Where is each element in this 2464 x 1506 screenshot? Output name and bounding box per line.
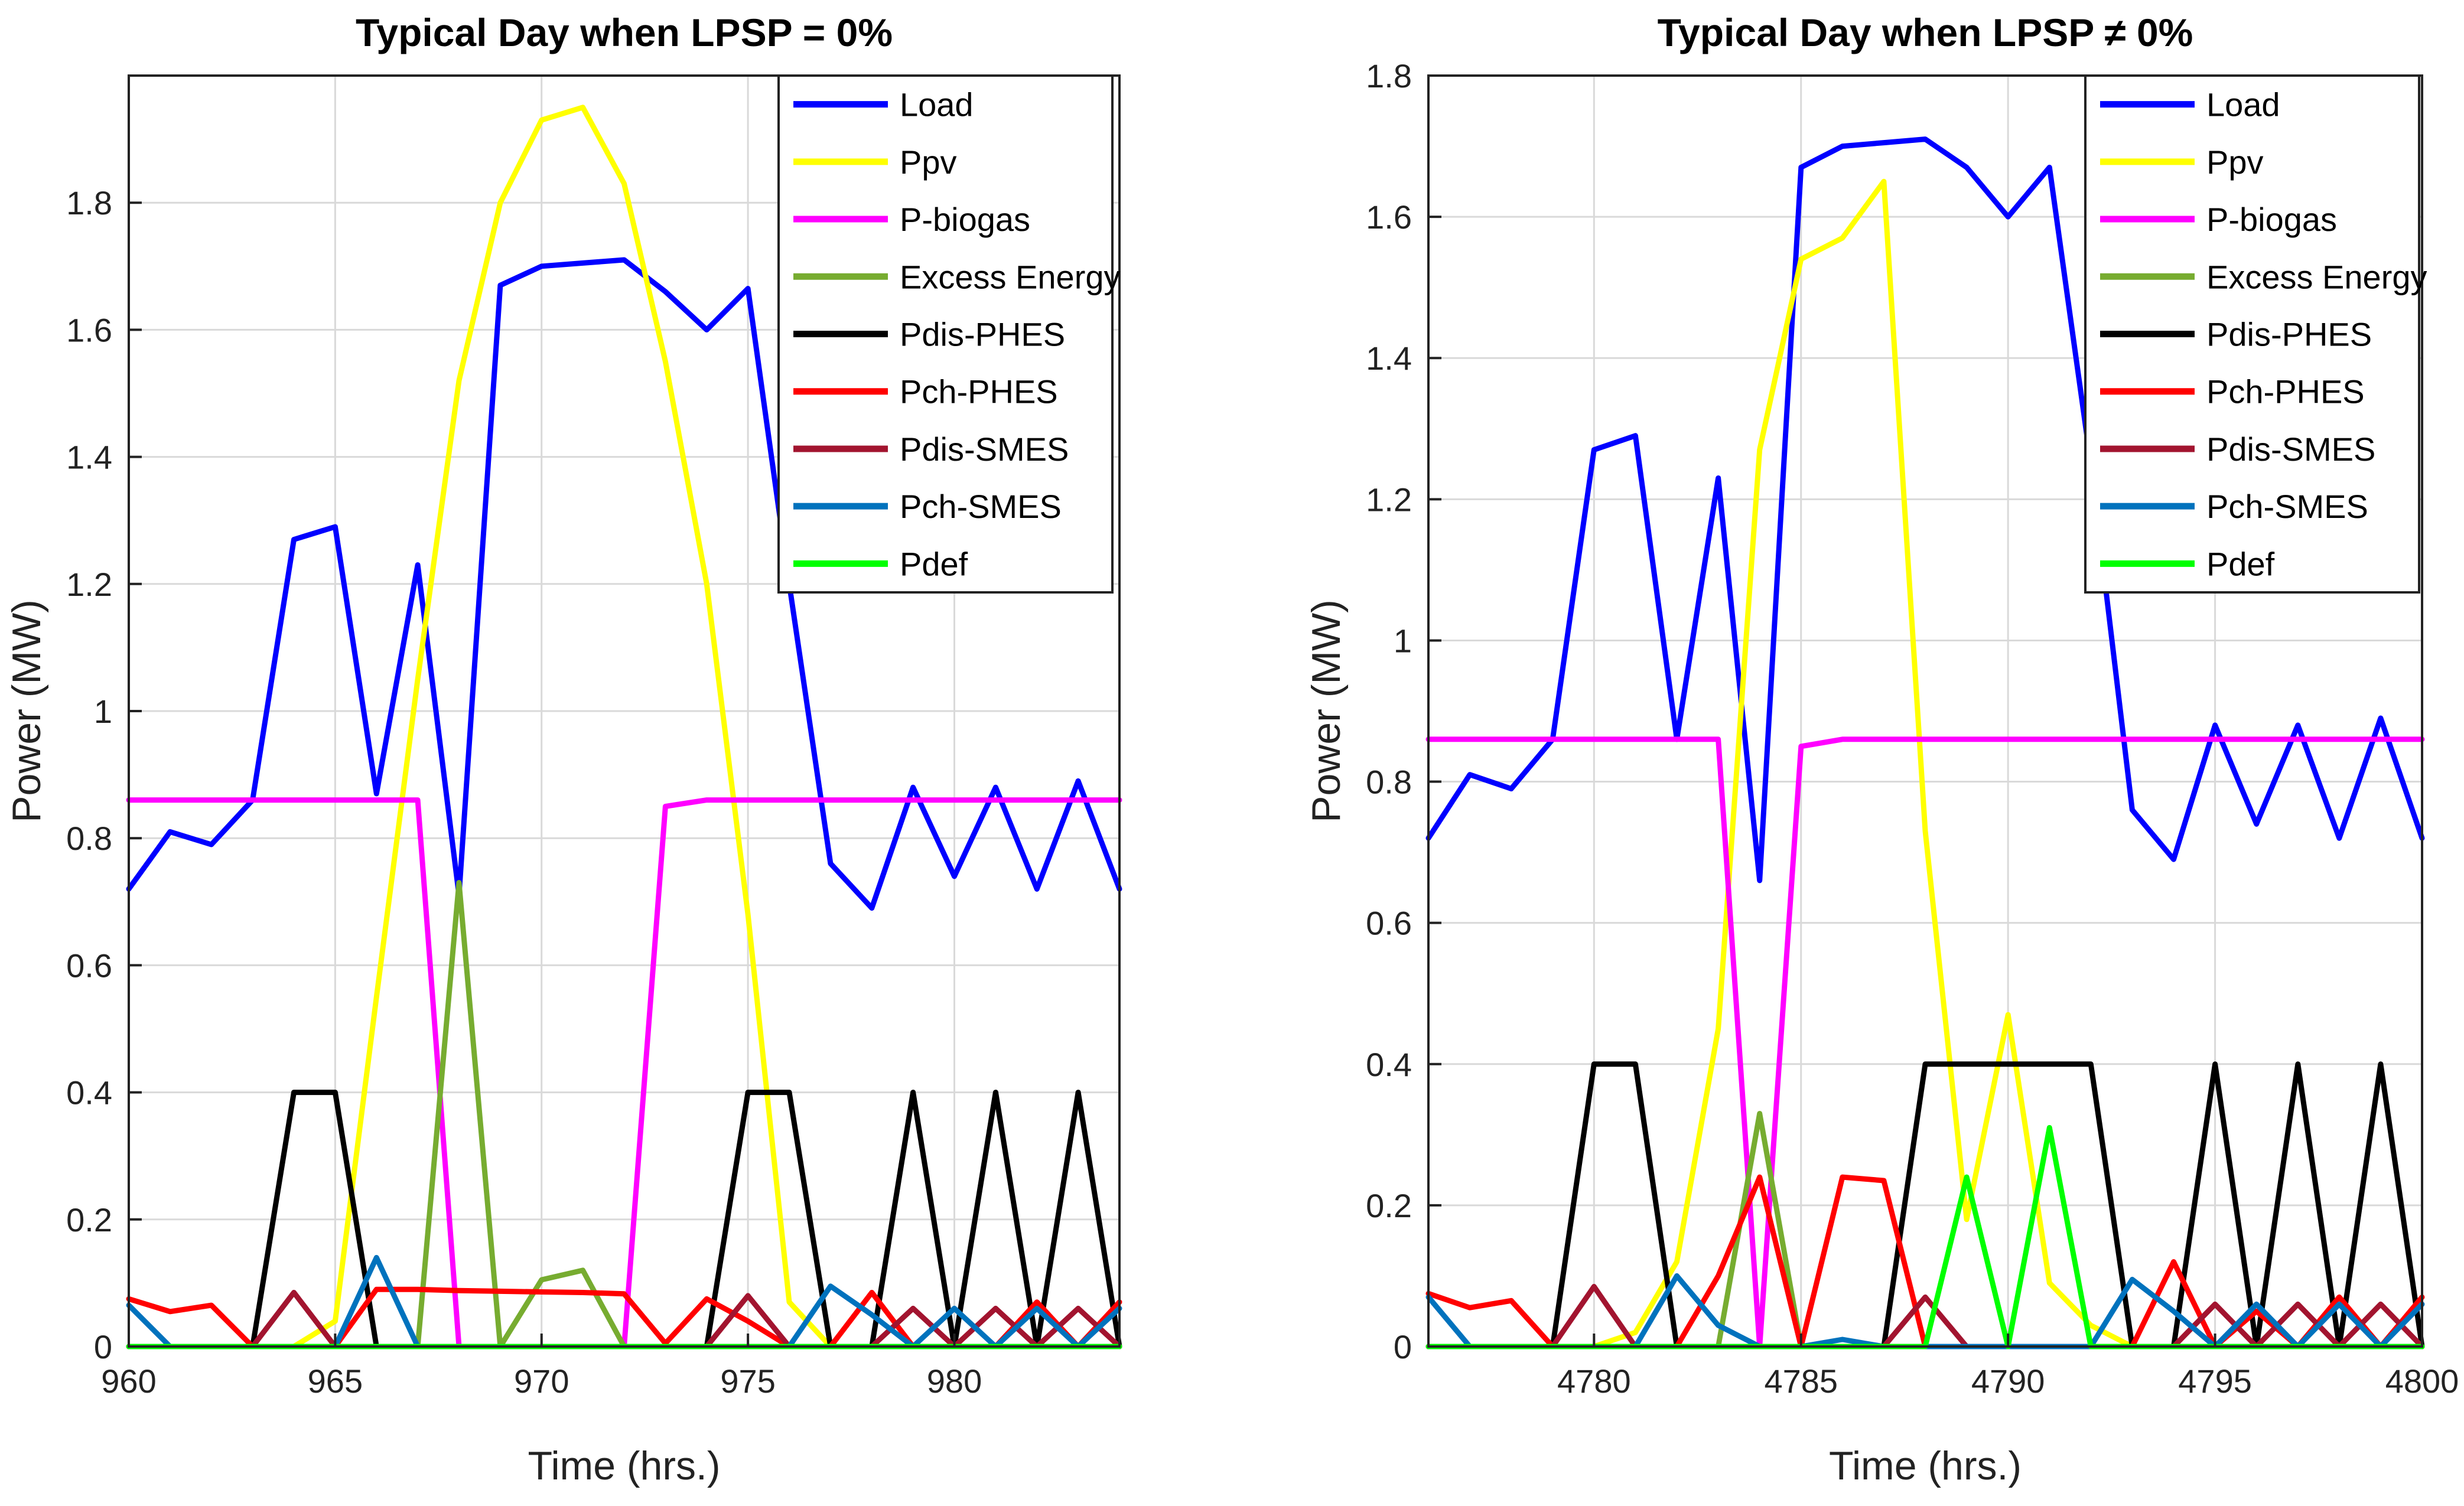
y-tick-label: 1.2 — [66, 566, 112, 603]
x-tick-label: 4795 — [2178, 1362, 2252, 1400]
chart-title: Typical Day when LPSP ≠ 0% — [1658, 11, 2193, 54]
series-line-p-biogas — [1425, 736, 2425, 1349]
axes-frame — [1427, 74, 2423, 1348]
y-tick-label: 1.8 — [66, 184, 112, 221]
legend-label: Pdef — [2206, 545, 2275, 582]
y-tick-label: 0.4 — [66, 1074, 112, 1111]
legend-label: Pch-SMES — [900, 488, 1062, 525]
x-tick-label: 970 — [514, 1362, 569, 1400]
legend-label: Load — [2206, 86, 2280, 123]
legend-label: Pdis-PHES — [2206, 316, 2372, 353]
y-tick-label: 0.4 — [1366, 1046, 1412, 1083]
y-axis-label: Power (MW) — [1304, 599, 1349, 823]
y-tick-label: 1.2 — [1366, 481, 1412, 518]
y-tick-label: 0.6 — [66, 947, 112, 984]
y-tick-label: 1.4 — [1366, 340, 1412, 377]
x-tick-label: 965 — [308, 1362, 363, 1400]
legend: Load Ppv P-biogas Excess Energy Pdis-PHES Pch… — [777, 74, 1121, 594]
y-tick-label: 0.8 — [66, 820, 112, 857]
y-tick-label: 0.2 — [1366, 1187, 1412, 1224]
x-tick-label: 975 — [720, 1362, 775, 1400]
legend-label: P-biogas — [900, 201, 1030, 238]
legend-label: Pch-PHES — [900, 373, 1058, 410]
y-tick-label: 0 — [1394, 1328, 1412, 1365]
legend-label: Excess Energy — [900, 258, 1121, 295]
y-tick-label: 1.8 — [1366, 57, 1412, 94]
x-tick-label: 4800 — [2385, 1362, 2459, 1400]
x-tick-label: 4790 — [1971, 1362, 2045, 1400]
legend: Load Ppv P-biogas Excess Energy Pdis-PHES Pch… — [2084, 74, 2427, 594]
y-tick-label: 1.4 — [66, 439, 112, 476]
legend-label: Load — [900, 86, 974, 123]
chart-title: Typical Day when LPSP = 0% — [356, 11, 893, 54]
legend-label: Pdis-PHES — [900, 316, 1065, 353]
chart-1: 960 965 970 975 980 0 0.2 0.4 0.6 0.8 1 1.2 1.4 1.6 1.… — [4, 11, 1122, 1488]
series-line-load — [126, 257, 1122, 911]
y-tick-label: 1 — [1394, 622, 1412, 659]
y-tick-label: 0.2 — [66, 1201, 112, 1238]
chart-2: 4780 4785 4790 4795 4800 0 0.2 0.4 0.6 0.8 1 1.2 1.4… — [1304, 11, 2459, 1488]
y-tick-label: 1.6 — [1366, 198, 1412, 236]
y-tick-label: 1.6 — [66, 311, 112, 348]
x-axis-label: Time (hrs.) — [528, 1443, 720, 1488]
legend-label: Excess Energy — [2206, 258, 2427, 295]
x-tick-label: 4785 — [1764, 1362, 1838, 1400]
legend-label: Pch-PHES — [2206, 373, 2365, 410]
x-axis-label: Time (hrs.) — [1829, 1443, 2022, 1488]
x-tick-label: 960 — [101, 1362, 156, 1400]
y-tick-label: 0.6 — [1366, 905, 1412, 942]
y-tick-label: 0 — [94, 1328, 112, 1365]
legend-label: Pdis-SMES — [2206, 431, 2375, 468]
legend-label: Ppv — [900, 144, 957, 181]
legend-label: Ppv — [2206, 144, 2264, 181]
series-line-load — [1425, 136, 2425, 884]
legend-label: Pch-SMES — [2206, 488, 2368, 525]
x-tick-label: 980 — [927, 1362, 982, 1400]
legend-label: P-biogas — [2206, 201, 2337, 238]
legend-label: Pdis-SMES — [900, 431, 1069, 468]
y-tick-label: 1 — [94, 693, 112, 730]
y-axis-label: Power (MW) — [4, 599, 49, 823]
y-tick-label: 0.8 — [1366, 764, 1412, 801]
legend-label: Pdef — [900, 545, 968, 582]
x-tick-label: 4780 — [1557, 1362, 1631, 1400]
